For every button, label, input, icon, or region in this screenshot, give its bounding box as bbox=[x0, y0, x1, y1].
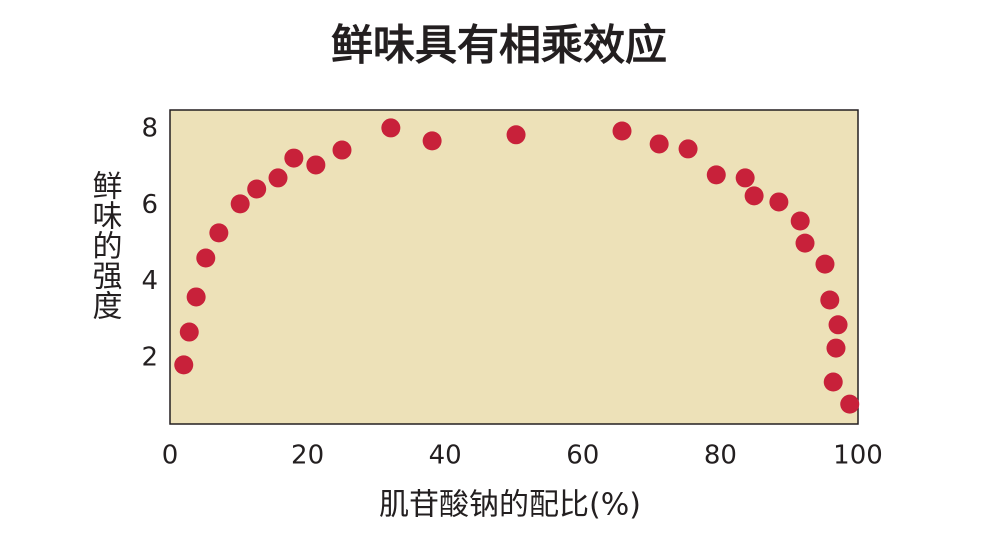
point bbox=[735, 168, 755, 188]
point bbox=[179, 322, 199, 342]
x-tick-label: 60 bbox=[566, 441, 599, 471]
y-axis-label: 鲜味的强度 bbox=[87, 170, 122, 320]
point bbox=[381, 118, 401, 138]
point bbox=[826, 338, 846, 358]
y-tick-label: 4 bbox=[141, 266, 158, 296]
y-tick-label: 8 bbox=[141, 114, 158, 144]
point bbox=[247, 179, 267, 199]
point bbox=[790, 211, 810, 231]
point bbox=[820, 290, 840, 310]
point bbox=[706, 165, 726, 185]
x-tick-label: 40 bbox=[429, 441, 462, 471]
point bbox=[422, 131, 442, 151]
point bbox=[828, 315, 848, 335]
y-tick-label: 6 bbox=[141, 190, 158, 220]
point bbox=[612, 121, 632, 141]
point bbox=[649, 134, 669, 154]
point bbox=[769, 192, 789, 212]
point bbox=[332, 140, 352, 160]
point bbox=[678, 139, 698, 159]
x-axis-label: 肌苷酸钠的配比(%) bbox=[379, 488, 641, 523]
point bbox=[815, 254, 835, 274]
point bbox=[823, 372, 843, 392]
point bbox=[795, 233, 815, 253]
y-tick-label: 2 bbox=[141, 342, 158, 372]
point bbox=[230, 194, 250, 214]
point bbox=[744, 186, 764, 206]
point bbox=[196, 248, 216, 268]
point bbox=[268, 168, 288, 188]
point bbox=[840, 394, 860, 414]
point bbox=[174, 355, 194, 375]
x-tick-label: 100 bbox=[833, 441, 883, 471]
x-tick-label: 0 bbox=[162, 441, 179, 471]
point bbox=[506, 125, 526, 145]
plot-area bbox=[169, 109, 859, 425]
x-tick-label: 80 bbox=[704, 441, 737, 471]
x-tick-label: 20 bbox=[291, 441, 324, 471]
point bbox=[284, 148, 304, 168]
point bbox=[186, 287, 206, 307]
point bbox=[306, 155, 326, 175]
chart-title: 鲜味具有相乘效应 bbox=[331, 21, 667, 70]
point bbox=[209, 223, 229, 243]
